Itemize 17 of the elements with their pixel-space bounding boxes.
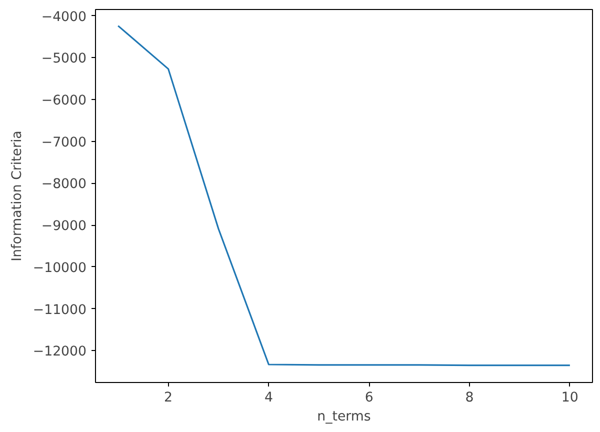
x-tick-label: 8 — [465, 390, 474, 406]
y-tick-label: −9000 — [41, 219, 87, 234]
y-tick-label: −11000 — [32, 302, 87, 318]
y-tick-label: −4000 — [41, 10, 87, 25]
y-tick-label: −8000 — [41, 177, 87, 192]
line-series — [117, 25, 571, 366]
y-axis-title: Information Criteria — [10, 130, 25, 262]
y-tick-label: −5000 — [41, 52, 87, 67]
y-tick-label: −10000 — [32, 260, 87, 276]
x-tick-label: 4 — [264, 390, 273, 406]
y-tick-label: −7000 — [41, 135, 87, 150]
y-tick-label: −6000 — [41, 94, 87, 109]
y-tick-label: −12000 — [32, 344, 87, 360]
x-axis-title: n_terms — [317, 410, 371, 424]
x-tick-label: 10 — [561, 390, 578, 406]
x-tick-label: 2 — [164, 390, 173, 406]
x-tick-label: 6 — [364, 390, 374, 406]
